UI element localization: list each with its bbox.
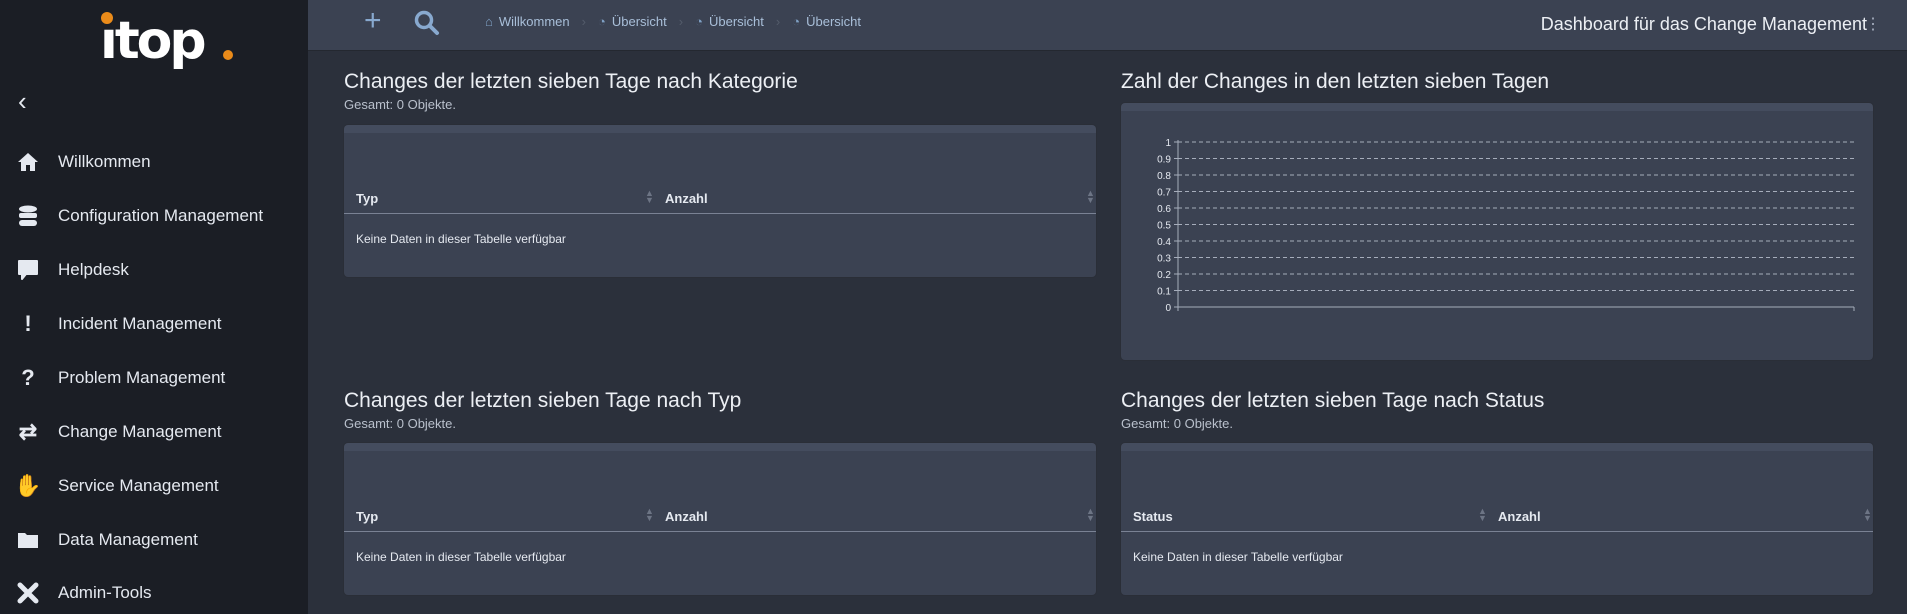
sidebar-item-label: Data Management: [58, 530, 198, 549]
sidebar-item-label: Change Management: [58, 422, 222, 441]
breadcrumb-item[interactable]: ◔ Übersicht: [598, 14, 667, 29]
sort-icon[interactable]: ▲ ▼: [1086, 506, 1095, 523]
y-tick-label: 1: [1165, 138, 1171, 149]
breadcrumb-label: Willkommen: [498, 14, 570, 29]
more-vertical-icon[interactable]: ⋮: [1865, 16, 1881, 33]
breadcrumb-item[interactable]: ◔ Übersicht: [695, 14, 764, 29]
y-tick-label: 0.2: [1157, 270, 1171, 281]
column-header[interactable]: Anzahl: [1498, 509, 1541, 524]
sidebar-item-label: Service Management: [58, 476, 219, 495]
sidebar-item-label: Problem Management: [58, 368, 226, 387]
dashlet-chart: 0 0.1 0.2 0.3 0.4 0.5 0.6 0.7 0.8 0.9 1: [1121, 103, 1873, 360]
empty-table-message: Keine Daten in dieser Tabelle verfügbar: [356, 550, 566, 564]
column-header[interactable]: Anzahl: [665, 191, 708, 206]
logo-graphic: ıtop: [100, 11, 233, 71]
sort-icon[interactable]: ▲ ▼: [1478, 506, 1487, 523]
top-bar: + Dashboard für das Change Management ⋮: [308, 0, 1907, 51]
breadcrumb-separator: ›: [775, 14, 781, 29]
folder-icon: [14, 531, 42, 549]
dashlet-title: Changes der letzten sieben Tage nach Sta…: [1121, 389, 1545, 412]
tools-icon: [14, 582, 42, 604]
database-icon: [14, 205, 42, 227]
y-tick-label: 0.3: [1157, 254, 1171, 265]
sidebar-item-admin-tools[interactable]: Admin-Tools: [0, 573, 308, 613]
dashlet-table: Status ▲ ▼ Anzahl ▲ ▼ Keine Daten in diese…: [1121, 443, 1873, 595]
y-tick-label: 0.4: [1157, 237, 1171, 248]
sidebar-item-label: Willkommen: [58, 152, 151, 171]
header-divider: [344, 213, 1096, 214]
sidebar-item-problem-management[interactable]: ? Problem Management: [0, 358, 308, 398]
column-header[interactable]: Typ: [356, 509, 379, 524]
home-icon: [14, 152, 42, 172]
sidebar-item-label: Incident Management: [58, 314, 222, 333]
sort-icon[interactable]: ▲ ▼: [645, 506, 654, 523]
chevron-left-icon[interactable]: ‹: [18, 86, 27, 116]
question-icon: ?: [21, 365, 35, 390]
column-header[interactable]: Status: [1133, 509, 1173, 524]
breadcrumb-item[interactable]: ⌂ Willkommen: [485, 14, 570, 29]
home-icon: ⌂: [485, 14, 493, 29]
svg-text:ıtop: ıtop: [100, 11, 204, 71]
dashlet-title: Changes der letzten sieben Tage nach Kat…: [344, 70, 798, 93]
breadcrumb-item[interactable]: ◔ Übersicht: [792, 14, 861, 29]
pie-chart-icon: ◔: [598, 14, 606, 29]
sidebar-item-incident-management[interactable]: ! Incident Management: [0, 304, 308, 344]
empty-table-message: Keine Daten in dieser Tabelle verfügbar: [356, 232, 566, 246]
pie-chart-icon: ◔: [792, 14, 801, 29]
breadcrumb-label: Übersicht: [708, 14, 764, 29]
y-tick-label: 0.6: [1157, 204, 1171, 215]
dashlet-title: Zahl der Changes in den letzten sieben T…: [1121, 70, 1550, 93]
header-divider: [1121, 531, 1873, 532]
exclamation-icon: !: [24, 311, 32, 336]
sidebar-item-service-management[interactable]: ✋ Service Management: [0, 466, 308, 506]
plus-icon[interactable]: +: [364, 4, 382, 37]
dashlet-count: Gesamt: 0 Objekte.: [1121, 416, 1233, 431]
column-header[interactable]: Anzahl: [665, 509, 708, 524]
sidebar-item-label: Helpdesk: [58, 260, 129, 279]
breadcrumb-separator: ›: [678, 14, 684, 29]
sort-icon[interactable]: ▲ ▼: [645, 188, 654, 205]
dashlet-table: Typ ▲ ▼ Anzahl ▲ ▼ Keine Daten in dieser T…: [344, 125, 1096, 277]
itop-logo[interactable]: itop ıtop: [100, 8, 240, 72]
dashlet-count: Gesamt: 0 Objekte.: [344, 416, 456, 431]
column-header[interactable]: Typ: [356, 191, 379, 206]
dashlet-count: Gesamt: 0 Objekte.: [344, 97, 456, 112]
sort-icon[interactable]: ▲ ▼: [1863, 506, 1872, 523]
sidebar-item-data-management[interactable]: Data Management: [0, 520, 308, 560]
y-tick-label: 0.5: [1157, 221, 1171, 232]
sidebar-item-label: Admin-Tools: [58, 583, 152, 602]
breadcrumb-separator: ›: [581, 14, 586, 29]
y-tick-label: 0.7: [1157, 188, 1171, 199]
y-tick-label: 0.1: [1157, 287, 1171, 298]
sidebar: itop ıtop ‹ Willkommen Configuration Mana…: [0, 0, 308, 614]
search-icon[interactable]: [414, 10, 440, 44]
comment-icon: [14, 259, 42, 281]
header-divider: [344, 531, 1096, 532]
y-tick-label: 0.9: [1157, 155, 1171, 166]
sidebar-item-helpdesk[interactable]: Helpdesk: [0, 250, 308, 290]
sort-icon[interactable]: ▲ ▼: [1086, 188, 1095, 205]
dashlet-title: Changes der letzten sieben Tage nach Typ: [344, 389, 742, 412]
handshake-icon: ✋: [14, 473, 42, 498]
sidebar-item-willkommen[interactable]: Willkommen: [0, 142, 308, 182]
y-tick-label: 0.8: [1157, 171, 1171, 182]
sidebar-item-configuration-management[interactable]: Configuration Management: [0, 196, 308, 236]
dashlet-table: Typ ▲ ▼ Anzahl ▲ ▼ Keine Daten in dieser T…: [344, 443, 1096, 595]
empty-table-message: Keine Daten in dieser Tabelle verfügbar: [1133, 550, 1343, 564]
breadcrumb-label: Übersicht: [611, 14, 667, 29]
line-chart: 0 0.1 0.2 0.3 0.4 0.5 0.6 0.7 0.8 0.9 1: [1157, 138, 1855, 314]
dashboard-title: Dashboard für das Change Management: [1540, 14, 1867, 34]
sidebar-item-change-management[interactable]: ⇄ Change Management: [0, 412, 308, 452]
y-tick-label: 0: [1165, 303, 1171, 314]
breadcrumb: ⌂ Willkommen › ◔ Übersicht › ◔ Übersicht › ◔ Übers…: [485, 14, 861, 29]
sidebar-item-label: Configuration Management: [58, 206, 264, 225]
breadcrumb-label: Übersicht: [806, 14, 862, 29]
pie-chart-icon: ◔: [695, 14, 703, 29]
exchange-icon: ⇄: [18, 419, 38, 444]
